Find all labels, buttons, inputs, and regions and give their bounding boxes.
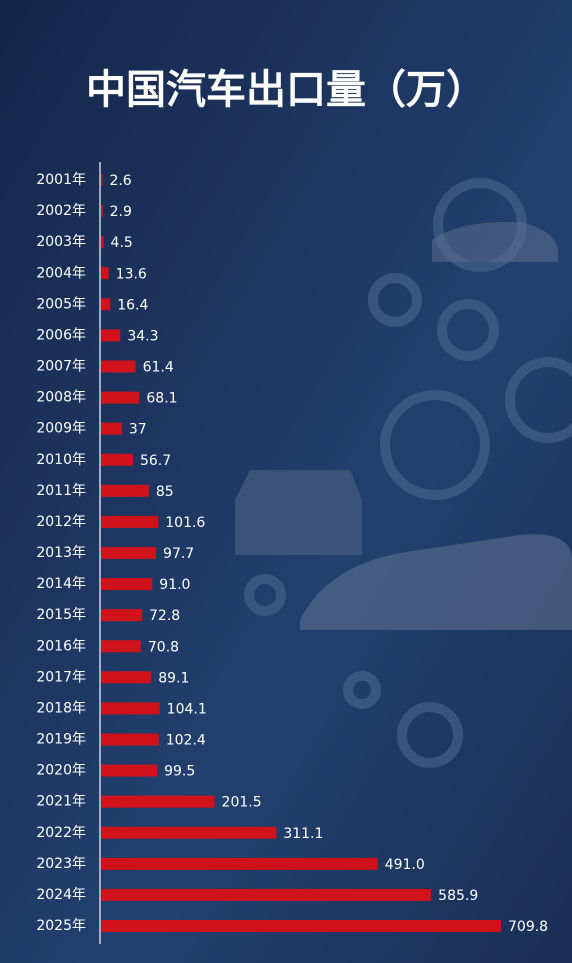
value-label: 85 bbox=[156, 484, 174, 500]
value-label: 91.0 bbox=[159, 577, 190, 593]
bar bbox=[101, 795, 215, 808]
value-label: 99.5 bbox=[164, 764, 195, 780]
value-label: 16.4 bbox=[117, 297, 148, 313]
y-tick-label: 2003年 bbox=[36, 234, 86, 250]
y-tick-label: 2022年 bbox=[36, 825, 86, 841]
bar bbox=[101, 422, 122, 435]
value-label: 491.0 bbox=[385, 857, 425, 873]
y-tick-label: 2007年 bbox=[36, 359, 86, 375]
bar bbox=[101, 888, 432, 901]
y-tick-label: 2023年 bbox=[36, 856, 86, 872]
bar bbox=[101, 671, 152, 684]
value-label: 2.6 bbox=[109, 173, 131, 189]
value-label: 56.7 bbox=[140, 453, 171, 469]
y-tick-label: 2016年 bbox=[36, 638, 86, 654]
value-label: 13.6 bbox=[116, 266, 147, 282]
value-label: 104.1 bbox=[167, 701, 207, 717]
value-label: 101.6 bbox=[165, 515, 205, 531]
y-tick-label: 2001年 bbox=[36, 172, 86, 188]
y-tick-label: 2020年 bbox=[36, 763, 86, 779]
bar bbox=[101, 453, 133, 466]
decoration bbox=[235, 178, 572, 768]
value-label: 37 bbox=[129, 422, 147, 438]
value-label: 4.5 bbox=[111, 235, 133, 251]
bar bbox=[101, 640, 141, 653]
y-tick-label: 2021年 bbox=[36, 794, 86, 810]
y-tick-label: 2008年 bbox=[36, 390, 86, 406]
y-tick-label: 2009年 bbox=[36, 421, 86, 437]
bar bbox=[101, 764, 158, 777]
y-tick-label: 2010年 bbox=[36, 452, 86, 468]
value-label: 89.1 bbox=[158, 670, 189, 686]
value-label: 201.5 bbox=[222, 795, 262, 811]
bar bbox=[101, 205, 103, 218]
y-tick-label: 2005年 bbox=[36, 296, 86, 312]
bar bbox=[101, 547, 157, 559]
chart-title: 中国汽车出口量（万） bbox=[86, 67, 486, 113]
value-label: 102.4 bbox=[166, 733, 206, 749]
bar bbox=[101, 515, 159, 528]
value-label: 2.9 bbox=[110, 204, 132, 220]
bar bbox=[101, 857, 378, 870]
bar bbox=[101, 298, 111, 311]
y-tick-label: 2018年 bbox=[36, 700, 86, 716]
bar bbox=[101, 174, 103, 186]
value-label: 97.7 bbox=[163, 546, 194, 562]
bar bbox=[101, 702, 160, 715]
y-tick-label: 2014年 bbox=[36, 576, 86, 592]
bar bbox=[101, 267, 109, 280]
bar bbox=[101, 609, 143, 622]
y-tick-label: 2025年 bbox=[36, 918, 86, 934]
bar bbox=[101, 920, 501, 932]
y-tick-label: 2004年 bbox=[36, 265, 86, 281]
bar bbox=[101, 391, 140, 404]
y-tick-label: 2013年 bbox=[36, 545, 86, 561]
value-label: 585.9 bbox=[438, 888, 478, 904]
bar bbox=[101, 578, 153, 591]
bar bbox=[101, 484, 149, 497]
value-label: 34.3 bbox=[127, 328, 158, 344]
value-label: 311.1 bbox=[283, 826, 323, 842]
bar bbox=[101, 826, 277, 839]
y-tick-label: 2006年 bbox=[36, 327, 86, 343]
value-label: 68.1 bbox=[146, 391, 177, 407]
y-tick-label: 2024年 bbox=[36, 887, 86, 903]
y-tick-label: 2015年 bbox=[36, 607, 86, 623]
bar bbox=[101, 733, 159, 746]
y-tick-label: 2019年 bbox=[36, 732, 86, 748]
bar bbox=[101, 236, 104, 249]
value-label: 72.8 bbox=[149, 608, 180, 624]
y-tick-label: 2002年 bbox=[36, 203, 86, 219]
value-label: 61.4 bbox=[143, 360, 174, 376]
value-label: 709.8 bbox=[508, 919, 548, 935]
bar bbox=[101, 329, 121, 342]
y-tick-label: 2017年 bbox=[36, 669, 86, 685]
bar bbox=[101, 360, 136, 373]
y-tick-label: 2012年 bbox=[36, 514, 86, 530]
y-tick-label: 2011年 bbox=[36, 483, 86, 499]
value-label: 70.8 bbox=[148, 639, 179, 655]
